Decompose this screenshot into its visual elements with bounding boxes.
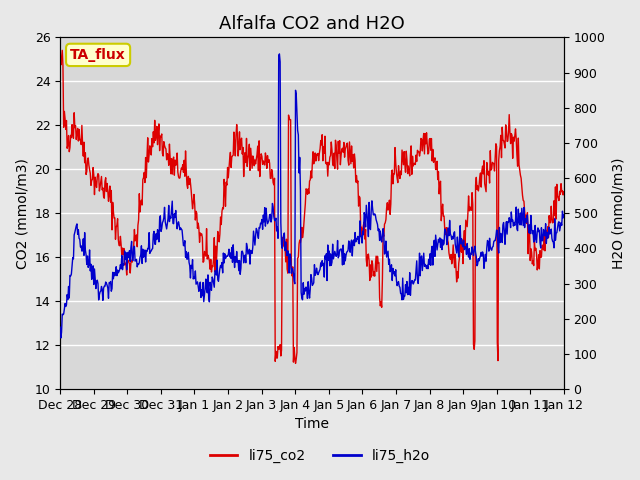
Title: Alfalfa CO2 and H2O: Alfalfa CO2 and H2O xyxy=(219,15,405,33)
X-axis label: Time: Time xyxy=(295,418,329,432)
Y-axis label: CO2 (mmol/m3): CO2 (mmol/m3) xyxy=(15,158,29,269)
Legend: li75_co2, li75_h2o: li75_co2, li75_h2o xyxy=(204,443,436,468)
Y-axis label: H2O (mmol/m3): H2O (mmol/m3) xyxy=(611,157,625,269)
Text: TA_flux: TA_flux xyxy=(70,48,126,62)
